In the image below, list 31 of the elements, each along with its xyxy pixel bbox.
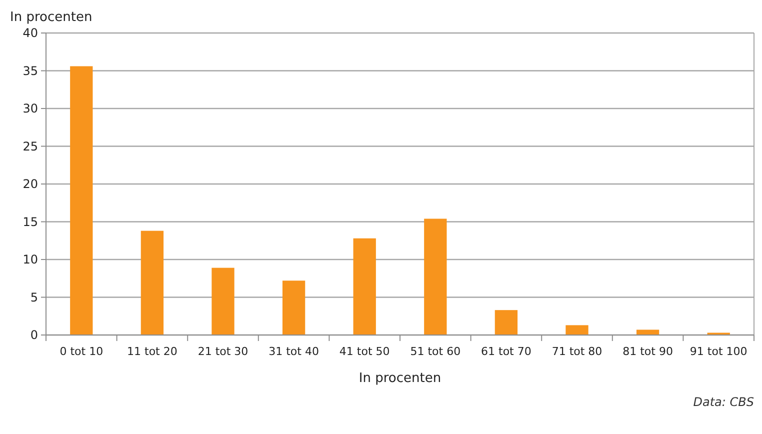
x-tick-label: 51 tot 60 <box>410 345 461 358</box>
x-tick-label: 91 tot 100 <box>690 345 748 358</box>
bar <box>424 218 447 335</box>
bar <box>282 280 306 335</box>
y-tick-label: 5 <box>30 290 38 304</box>
y-tick-label: 25 <box>22 139 38 154</box>
y-tick-label: 30 <box>22 102 38 116</box>
bar <box>212 268 234 335</box>
y-tick-label: 0 <box>30 328 38 342</box>
y-tick-label: 10 <box>22 252 38 267</box>
y-tick-label: 15 <box>22 214 38 229</box>
x-tick-label: 31 tot 40 <box>268 345 319 358</box>
bar <box>494 310 518 335</box>
bar <box>566 325 588 335</box>
x-tick-label: 41 tot 50 <box>339 345 390 358</box>
y-tick-label: 20 <box>22 177 38 192</box>
y-axis-title: In procenten <box>10 10 92 25</box>
x-tick-label: 21 tot 30 <box>198 345 248 358</box>
x-axis-title: In procenten <box>358 371 442 386</box>
bar <box>140 230 164 335</box>
x-tick-label: 71 tot 80 <box>552 345 602 358</box>
bar <box>636 330 660 335</box>
x-tick-label: 61 tot 70 <box>481 345 532 358</box>
x-tick-label: 81 tot 90 <box>622 345 673 358</box>
bar <box>353 238 376 335</box>
bar <box>70 66 93 335</box>
text: Data: CBS <box>693 395 754 409</box>
x-tick-label: 11 tot 20 <box>127 345 178 358</box>
y-tick-label: 35 <box>22 64 38 78</box>
y-tick-label: 40 <box>22 26 38 40</box>
x-tick-label: 0 tot 10 <box>60 345 104 358</box>
